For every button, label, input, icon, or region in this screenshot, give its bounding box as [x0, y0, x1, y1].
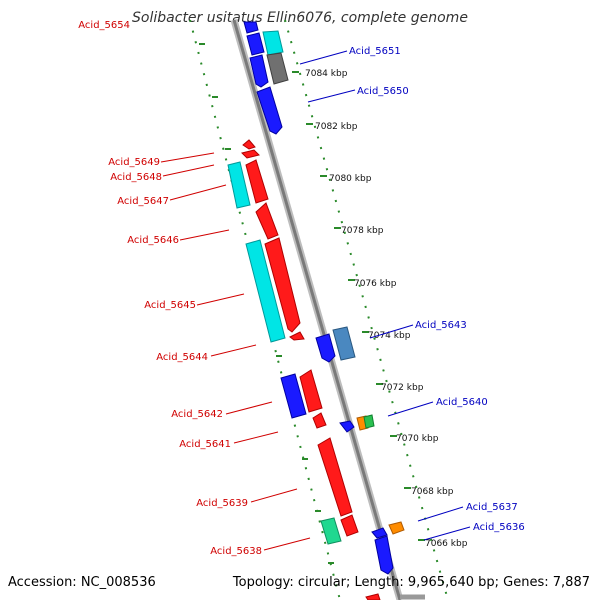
gene-label-acid-5637[interactable]: Acid_5637	[466, 502, 518, 513]
gene-acid-5642[interactable]	[280, 373, 307, 419]
gene-acid-5646a[interactable]	[245, 159, 269, 204]
gene-acid-5651b[interactable]	[266, 52, 289, 85]
gene-acid-5647[interactable]	[227, 161, 251, 209]
ruler-label: 7070 kbp	[396, 434, 439, 444]
right-leader-lines	[299, 50, 471, 541]
ruler-label: 7080 kbp	[329, 174, 372, 184]
gene-acid-5638[interactable]	[320, 517, 342, 545]
ruler-label: 7078 kbp	[341, 226, 384, 236]
gene-acid-5636a[interactable]	[371, 527, 388, 539]
gene-acid-5652[interactable]	[246, 32, 265, 56]
gene-acid-5640a[interactable]	[339, 420, 355, 433]
gene-acid-5639b[interactable]	[340, 514, 359, 537]
gene-label-acid-5649[interactable]: Acid_5649	[108, 157, 160, 168]
left-gene-labels: Acid_5654 Acid_5649 Acid_5648 Acid_5647 …	[78, 20, 262, 557]
gene-acid-5641b[interactable]	[312, 412, 327, 429]
gene-label-acid-5638[interactable]: Acid_5638	[210, 546, 262, 557]
gene-acid-5645[interactable]	[245, 239, 286, 343]
gene-label-acid-5648[interactable]: Acid_5648	[110, 172, 162, 183]
accession-text: Accession: NC_008536	[8, 575, 156, 590]
gene-acid-5651[interactable]	[262, 30, 284, 56]
gene-acid-5644[interactable]	[264, 237, 301, 333]
gene-label-acid-5640[interactable]: Acid_5640	[436, 397, 488, 408]
ruler-label: 7076 kbp	[354, 279, 397, 289]
gene-acid-5649[interactable]	[241, 149, 260, 159]
map-title: Solibacter usitatus Ellin6076, complete …	[132, 10, 468, 26]
gene-acid-5646[interactable]	[255, 202, 279, 240]
gene-label-acid-5647[interactable]: Acid_5647	[117, 196, 169, 207]
gene-label-acid-5651[interactable]: Acid_5651	[349, 46, 401, 57]
gene-acid-5643[interactable]	[332, 326, 356, 361]
ruler-label: 7066 kbp	[425, 539, 468, 549]
ruler-label: 7068 kbp	[411, 487, 454, 497]
gene-acid-5641[interactable]	[299, 369, 323, 413]
right-gene-labels: Acid_5651 Acid_5650 Acid_5643 Acid_5640 …	[349, 46, 525, 533]
right-ruler-track	[284, 19, 449, 600]
gene-label-acid-5644[interactable]: Acid_5644	[156, 352, 208, 363]
gene-acid-5653[interactable]	[249, 54, 269, 88]
gene-label-acid-5636[interactable]: Acid_5636	[473, 522, 525, 533]
gene-label-acid-5645[interactable]: Acid_5645	[144, 300, 196, 311]
gene-label-acid-5643[interactable]: Acid_5643	[415, 320, 467, 331]
gene-acid-5650[interactable]	[256, 86, 283, 135]
gene-label-acid-5642[interactable]: Acid_5642	[171, 409, 223, 420]
gene-acid-5637[interactable]	[388, 521, 405, 535]
topology-summary: Topology: circular; Length: 9,965,640 bp…	[232, 575, 590, 590]
gene-acid-5640b[interactable]	[363, 414, 375, 429]
gene-label-acid-5641[interactable]: Acid_5641	[179, 439, 231, 450]
gene-label-acid-5646[interactable]: Acid_5646	[127, 235, 179, 246]
gene-label-acid-5650[interactable]: Acid_5650	[357, 86, 409, 97]
gene-acid-5644b[interactable]	[289, 331, 305, 341]
ruler-label: 7072 kbp	[381, 383, 424, 393]
right-ruler-ticks	[292, 71, 425, 541]
left-leader-lines	[160, 152, 311, 551]
gene-label-acid-5654[interactable]: Acid_5654	[78, 20, 130, 31]
gene-label-acid-5639[interactable]: Acid_5639	[196, 498, 248, 509]
genome-backbone	[232, 19, 402, 600]
gene-bottom-red[interactable]	[365, 593, 381, 600]
gene-acid-5648[interactable]	[242, 139, 256, 150]
ruler-label: 7082 kbp	[315, 122, 358, 132]
left-ruler-track	[189, 19, 341, 600]
gene-acid-5639[interactable]	[317, 437, 353, 517]
ruler-label: 7084 kbp	[305, 69, 348, 79]
gene-acid-5654[interactable]	[243, 21, 259, 34]
gene-acid-5643a[interactable]	[315, 333, 336, 363]
ruler-label: 7074 kbp	[368, 331, 411, 341]
gene-acid-5636[interactable]	[374, 535, 394, 575]
ruler-labels: 7084 kbp 7082 kbp 7080 kbp 7078 kbp 7076…	[305, 69, 468, 549]
